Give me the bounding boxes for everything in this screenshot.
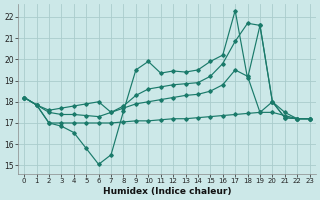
- X-axis label: Humidex (Indice chaleur): Humidex (Indice chaleur): [103, 187, 231, 196]
